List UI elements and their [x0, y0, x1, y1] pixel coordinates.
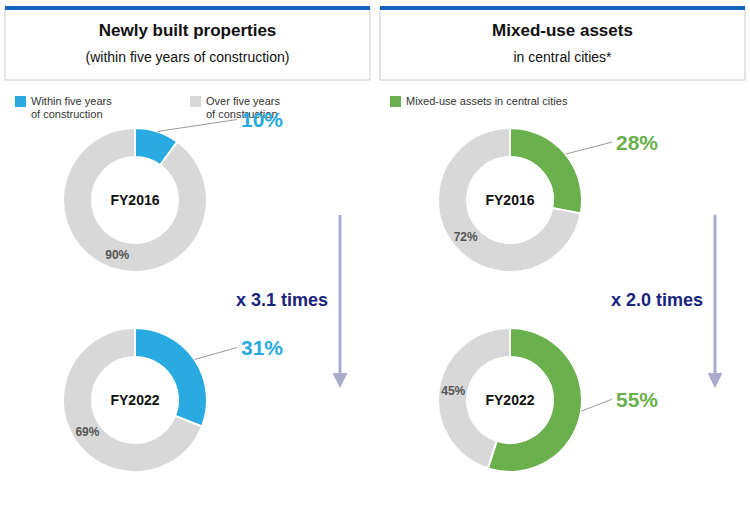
legend-swatch [390, 96, 401, 107]
legend-item: Within five yearsof construction [15, 95, 112, 120]
data-label: 31% [241, 336, 283, 359]
donut: FY2016 28% 72% [438, 128, 658, 272]
legend: Mixed-use assets in central cities [390, 95, 568, 107]
multiplier-arrow [339, 215, 342, 385]
donut-slice [63, 328, 202, 472]
legend-label-line: Over five years [206, 95, 280, 107]
data-label: 69% [75, 425, 99, 439]
title: Newly built properties [99, 21, 277, 40]
canvas: Newly built properties (within five years… [0, 0, 750, 514]
annotation: x 3.1 times [236, 290, 328, 310]
title: Mixed-use assets [492, 21, 633, 40]
header-box [5, 8, 370, 80]
donut-center-label: FY2016 [110, 192, 159, 208]
legend-item: Mixed-use assets in central cities [390, 95, 568, 107]
header-rule [380, 6, 745, 10]
leader-line [565, 142, 612, 154]
donut-center-label: FY2016 [485, 192, 534, 208]
donut: FY2016 10% 90% [63, 108, 283, 272]
data-label: 45% [441, 384, 465, 398]
donut-slice [438, 128, 581, 272]
legend-label-line: of construction [31, 108, 103, 120]
data-label: 55% [616, 388, 658, 411]
data-label: 28% [616, 131, 658, 154]
leader-line [157, 120, 237, 132]
data-label: 72% [454, 230, 478, 244]
panel: Newly built properties (within five years… [5, 8, 370, 472]
data-label: 90% [105, 248, 129, 262]
donut-center-label: FY2022 [110, 392, 159, 408]
subtitle: in central cities* [513, 49, 612, 65]
subtitle: (within five years of construction) [86, 49, 290, 65]
donut: FY2022 31% 69% [63, 328, 283, 472]
annotation: x 2.0 times [611, 290, 703, 310]
donut-center-label: FY2022 [485, 392, 534, 408]
legend-swatch [190, 96, 201, 107]
legend-label: Within five yearsof construction [31, 95, 112, 120]
donut: FY2022 55% 45% [438, 328, 658, 472]
legend-label: Mixed-use assets in central cities [406, 95, 568, 107]
header-rule [5, 6, 370, 10]
multiplier-arrow [714, 215, 717, 385]
leader-line [581, 399, 612, 411]
donut-slice [135, 328, 207, 427]
panel: Mixed-use assets in central cities* Mixed-… [380, 8, 745, 472]
legend-swatch [15, 96, 26, 107]
legend-label-line: Within five years [31, 95, 112, 107]
donut-slice [63, 128, 207, 272]
leader-line [195, 348, 237, 360]
data-label: 10% [241, 108, 283, 131]
legend-label-line: Mixed-use assets in central cities [406, 95, 568, 107]
header-box [380, 8, 745, 80]
